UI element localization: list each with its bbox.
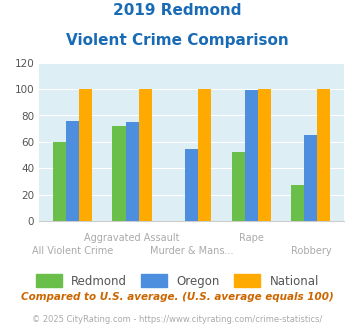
Text: Murder & Mans...: Murder & Mans... bbox=[150, 246, 234, 256]
Text: 2019 Redmond: 2019 Redmond bbox=[113, 3, 242, 18]
Text: Compared to U.S. average. (U.S. average equals 100): Compared to U.S. average. (U.S. average … bbox=[21, 292, 334, 302]
Bar bbox=[317, 89, 331, 221]
Bar bbox=[126, 122, 139, 221]
Text: All Violent Crime: All Violent Crime bbox=[32, 246, 113, 256]
Bar bbox=[66, 121, 79, 221]
Bar bbox=[258, 89, 271, 221]
Legend: Redmond, Oregon, National: Redmond, Oregon, National bbox=[30, 268, 325, 293]
Bar bbox=[198, 89, 211, 221]
Text: Robbery: Robbery bbox=[290, 246, 331, 256]
Bar bbox=[53, 142, 66, 221]
Text: Violent Crime Comparison: Violent Crime Comparison bbox=[66, 33, 289, 48]
Bar bbox=[231, 152, 245, 221]
Bar bbox=[113, 126, 126, 221]
Text: © 2025 CityRating.com - https://www.cityrating.com/crime-statistics/: © 2025 CityRating.com - https://www.city… bbox=[32, 315, 323, 324]
Text: Rape: Rape bbox=[239, 233, 264, 243]
Bar bbox=[245, 90, 258, 221]
Bar bbox=[79, 89, 92, 221]
Bar bbox=[185, 148, 198, 221]
Bar bbox=[139, 89, 152, 221]
Bar bbox=[291, 185, 304, 221]
Bar bbox=[304, 135, 317, 221]
Text: Aggravated Assault: Aggravated Assault bbox=[84, 233, 180, 243]
